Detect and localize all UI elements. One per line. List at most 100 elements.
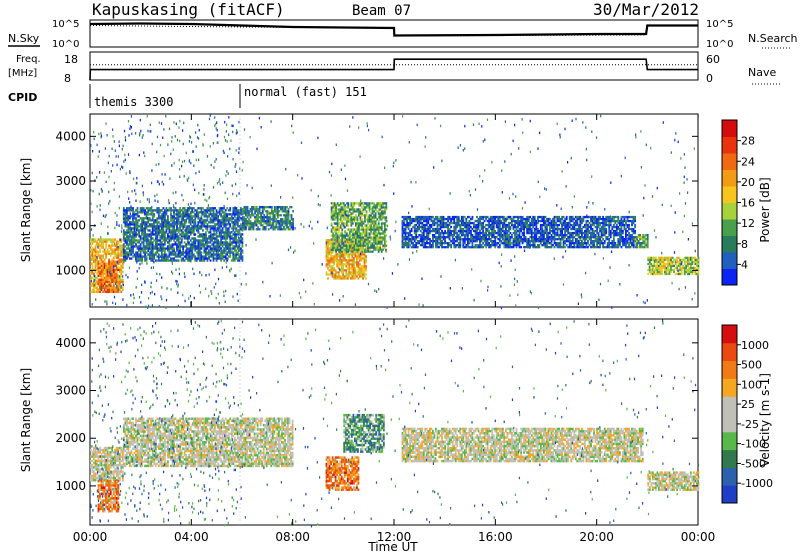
scatter-cell xyxy=(157,207,160,210)
scatter-cell xyxy=(356,230,359,233)
scatter-cell xyxy=(373,240,376,243)
scatter-cell xyxy=(145,207,148,210)
scatter-cell xyxy=(380,226,383,229)
scatter-cell xyxy=(102,246,105,249)
scatter-cell xyxy=(409,221,412,225)
scatter-cell xyxy=(330,265,333,268)
scatter-cell xyxy=(403,227,405,231)
scatter-cell xyxy=(341,234,344,237)
scatter-cell xyxy=(565,223,568,227)
scatter-cell xyxy=(512,227,515,231)
scatter-cell xyxy=(272,228,275,231)
scatter-cell xyxy=(159,215,162,218)
scatter-cell xyxy=(559,221,562,225)
scatter-cell xyxy=(136,225,139,228)
scatter-cell xyxy=(114,264,117,267)
scatter-cell xyxy=(559,234,562,237)
scatter-cell xyxy=(202,207,204,210)
scatter-cell xyxy=(260,218,263,221)
scatter-cell xyxy=(236,241,239,244)
scatter-cell xyxy=(349,253,352,256)
scatter-cell xyxy=(272,216,275,219)
scatter-cell xyxy=(383,240,386,243)
scatter-cell xyxy=(224,241,227,244)
scatter-cell xyxy=(488,234,491,237)
scatter-cell xyxy=(570,215,573,219)
scatter-cell xyxy=(270,224,273,227)
scatter-cell xyxy=(419,244,422,247)
scatter-cell xyxy=(241,227,244,230)
scatter-cell xyxy=(546,234,548,237)
scatter-cell xyxy=(176,213,178,216)
scatter-cell xyxy=(100,270,103,273)
scatter-cell xyxy=(200,221,203,224)
scatter-cell xyxy=(550,242,553,245)
scatter-cell xyxy=(341,222,344,225)
scatter-cell xyxy=(547,223,550,227)
scatter-cell xyxy=(189,245,192,248)
scatter-cell xyxy=(144,235,147,238)
scatter-cell xyxy=(157,225,160,228)
scatter-cell xyxy=(362,277,364,280)
scatter-cell xyxy=(511,219,513,223)
scatter-cell xyxy=(344,218,347,221)
scatter-cell xyxy=(368,236,371,239)
scatter-cell xyxy=(220,221,223,224)
scatter-cell xyxy=(482,242,485,245)
scatter-cell xyxy=(103,240,106,243)
scatter-cell xyxy=(418,242,421,245)
scatter-cell xyxy=(559,238,562,241)
scatter-cell xyxy=(526,231,529,235)
scatter-cell xyxy=(509,225,512,229)
scatter-cell xyxy=(416,242,419,245)
scatter-cell xyxy=(200,257,203,260)
scatter-cell xyxy=(105,290,108,294)
scatter-cell xyxy=(130,247,133,250)
scatter-cell xyxy=(209,237,212,240)
scatter-cell xyxy=(229,243,232,246)
scatter-cell xyxy=(421,221,424,225)
scatter-cell xyxy=(376,210,379,213)
scatter-cell xyxy=(480,215,483,219)
scatter-cell xyxy=(353,204,356,207)
scatter-cell xyxy=(333,204,336,207)
scatter-cell xyxy=(224,231,227,234)
scatter-cell xyxy=(112,250,115,253)
scatter-cell xyxy=(130,227,133,230)
scatter-cell xyxy=(290,206,293,209)
scatter-cell xyxy=(102,270,105,273)
scatter-cell xyxy=(138,253,140,256)
scatter-cell xyxy=(130,237,133,240)
scatter-cell xyxy=(160,221,163,224)
scatter-cell xyxy=(115,256,118,259)
scatter-cell xyxy=(533,231,536,235)
scatter-cell xyxy=(418,221,421,225)
scatter-cell xyxy=(471,246,474,249)
scatter-cell xyxy=(135,219,137,222)
scatter-cell xyxy=(290,216,293,219)
scatter-cell xyxy=(549,231,551,235)
scatter-cell xyxy=(248,214,250,217)
scatter-cell xyxy=(544,229,547,233)
scatter-cell xyxy=(335,234,338,237)
scatter-cell xyxy=(122,235,125,238)
scatter-cell xyxy=(571,238,574,241)
scatter-cell xyxy=(280,206,282,209)
scatter-cell xyxy=(102,268,105,271)
scatter-cell xyxy=(453,217,456,221)
scatter-cell xyxy=(266,206,269,209)
scatter-cell xyxy=(413,236,416,239)
scatter-cell xyxy=(94,266,97,269)
scatter-cell xyxy=(495,221,498,225)
scatter-cell xyxy=(330,271,333,274)
scatter-cell xyxy=(243,208,246,211)
scatter-cell xyxy=(115,270,118,273)
scatter-cell xyxy=(200,233,203,236)
scatter-cell xyxy=(328,257,331,260)
scatter-cell xyxy=(355,244,357,247)
scatter-cell xyxy=(348,244,351,247)
scatter-cell xyxy=(463,234,466,237)
scatter-cell xyxy=(330,212,333,215)
scatter-cell xyxy=(221,255,224,258)
scatter-cell xyxy=(552,225,554,229)
